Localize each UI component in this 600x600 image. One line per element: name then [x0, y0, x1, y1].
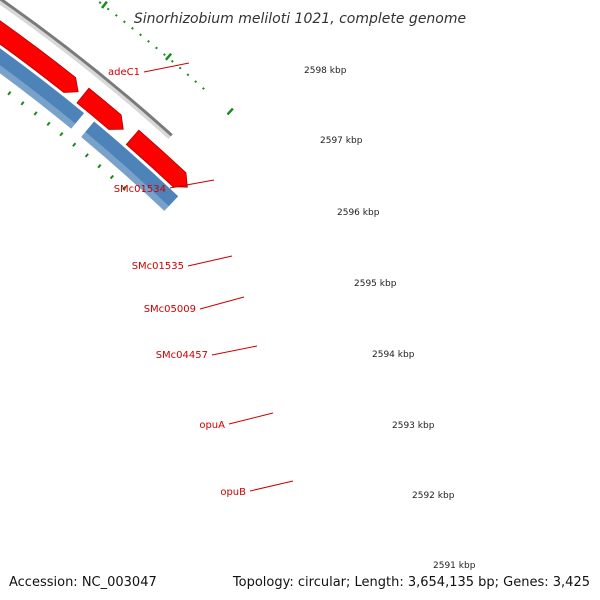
accession-text: Accession: NC_003047 — [9, 575, 157, 590]
scale-tick-label: 2593 kbp — [392, 421, 435, 431]
scale-major-tick — [226, 107, 234, 116]
backbone-ring — [0, 0, 173, 140]
scale-tick-label: 2596 kbp — [337, 208, 380, 218]
gene-label-adeC1: adeC1 — [108, 67, 140, 78]
gene-leader-line — [211, 345, 258, 356]
content-track-dash — [84, 153, 89, 158]
forward-cds-arrow — [125, 129, 188, 188]
content-track-dash — [59, 131, 64, 137]
scale-major-tick — [101, 0, 108, 9]
scale-dot — [114, 13, 118, 17]
gene-highlight — [80, 131, 170, 212]
gene-leader-line — [228, 412, 274, 425]
map-title: Sinorhizobium meliloti 1021, complete ge… — [134, 11, 466, 27]
scale-dot — [194, 80, 198, 84]
forward-cds-arrow — [0, 20, 79, 93]
gene-opuA-block — [0, 47, 86, 130]
content-track-dash — [7, 91, 12, 96]
scale-tick-label: 2597 kbp — [320, 136, 363, 146]
scale-tick-label: 2598 kbp — [304, 66, 347, 76]
gene-label-SMc05009: SMc05009 — [144, 304, 196, 315]
gene-label-SMc04457: SMc04457 — [156, 350, 208, 361]
gene-label-SMc01534: SMc01534 — [114, 184, 166, 195]
scale-dot — [123, 20, 126, 24]
backbone-band — [0, 0, 173, 140]
gene-labels: adeC1 SMc01534 SMc01535 SMc05009 SMc0445… — [108, 62, 294, 498]
gene-leader-line — [199, 296, 245, 310]
scale-tick-label: 2592 kbp — [412, 491, 455, 501]
scale-dot — [131, 26, 134, 30]
reverse-strand-genes — [0, 47, 180, 213]
scale-dot — [147, 39, 150, 43]
scale-dot — [106, 7, 110, 11]
scale-dot — [202, 87, 205, 90]
gene-label-opuA: opuA — [199, 420, 225, 431]
scale-dot — [162, 53, 166, 57]
scale-dot — [155, 46, 158, 50]
forward-cds-arrow — [76, 87, 124, 130]
scale-dot — [98, 1, 102, 5]
scale-dot — [170, 59, 174, 63]
scale-ring — [98, 0, 234, 116]
content-track-dash — [72, 142, 77, 147]
gene-label-SMc01535: SMc01535 — [132, 261, 184, 272]
forward-strand-genes — [0, 20, 188, 188]
backbone-line — [0, 0, 173, 137]
scale-dot — [178, 66, 182, 70]
scale-tick-labels: 2598 kbp 2597 kbp 2596 kbp 2595 kbp 2594… — [304, 66, 476, 571]
gene-leader-line — [169, 179, 215, 189]
content-track-dash — [33, 111, 38, 116]
scale-dot — [139, 33, 142, 37]
content-track-dash — [97, 163, 102, 169]
content-track-dash — [109, 174, 114, 180]
gene-leader-line — [143, 62, 190, 73]
gene-opuB-block — [80, 120, 180, 213]
content-track-dash — [46, 121, 51, 126]
scale-dot — [186, 73, 190, 77]
gene-leader-line — [249, 480, 294, 492]
scale-tick-label: 2594 kbp — [372, 350, 415, 360]
content-track-dots — [7, 91, 127, 191]
content-track-dash — [122, 185, 127, 191]
gene-label-opuB: opuB — [220, 487, 246, 498]
scale-tick-label: 2591 kbp — [433, 561, 476, 571]
content-track-dash — [20, 101, 25, 106]
scale-tick-label: 2595 kbp — [354, 279, 397, 289]
genome-summary-text: Topology: circular; Length: 3,654,135 bp… — [232, 575, 590, 590]
scale-major-tick — [164, 52, 173, 61]
gene-highlight — [0, 65, 76, 130]
gene-leader-line — [187, 255, 233, 267]
